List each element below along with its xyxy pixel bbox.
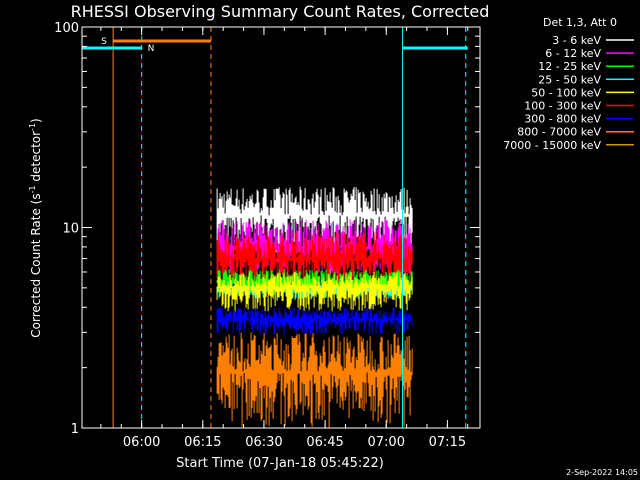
y-axis-label-main: Corrected Count Rate (s [29, 193, 43, 337]
x-tick-label: 06:00 [123, 435, 160, 450]
series-line [216, 232, 413, 288]
y-tick-label: 1 [71, 422, 79, 437]
legend-label: 3 - 6 keV [552, 34, 601, 47]
legend-label: 25 - 50 keV [538, 73, 601, 86]
y-tick-label: 100 [54, 21, 79, 36]
y-axis-label: Corrected Count Rate (s-1 detector-1) [28, 118, 43, 337]
legend-label: 300 - 800 keV [524, 113, 601, 126]
night-flag-label: N [148, 44, 155, 54]
legend-label: 100 - 300 keV [524, 100, 601, 113]
series-800-7000-kev [216, 332, 413, 428]
series-300-800-kev [216, 307, 413, 336]
y-tick-label: 10 [62, 222, 79, 237]
legend-label: 12 - 25 keV [538, 60, 601, 73]
legend-title: Det 1,3, Att 0 [543, 16, 617, 29]
x-tick-label: 06:15 [184, 435, 221, 450]
series-line [216, 307, 413, 336]
series-line [216, 332, 413, 428]
y-axis-label-end: ) [29, 118, 43, 123]
saa-flag-label: S [101, 37, 107, 47]
flag-region: SN [82, 27, 468, 428]
legend-label: 50 - 100 keV [531, 86, 601, 99]
x-axis-label: Start Time (07-Jan-18 05:45:22) [176, 456, 384, 471]
x-tick-label: 07:00 [368, 435, 405, 450]
chart-title: RHESSI Observing Summary Count Rates, Co… [71, 2, 490, 21]
series-line [216, 272, 413, 312]
legend-label: 800 - 7000 keV [517, 126, 601, 139]
y-axis-label-sup1: -1 [28, 185, 37, 193]
timestamp: 2-Sep-2022 14:05 [566, 468, 638, 477]
x-tick-label: 06:30 [245, 435, 282, 450]
x-tick-label: 07:15 [429, 435, 466, 450]
y-axis-label-sup2: -1 [28, 123, 37, 131]
series-50-100-kev [216, 272, 413, 312]
data-region [216, 186, 413, 428]
series-100-300-kev [216, 232, 413, 288]
legend-label: 7000 - 15000 keV [503, 139, 601, 152]
legend-label: 6 - 12 keV [545, 47, 601, 60]
axes: 1 10 100 06:00 06:15 06:30 06:45 07:00 07:15 [54, 21, 481, 450]
y-axis-label-mid: detector [29, 131, 43, 186]
x-tick-label: 06:45 [306, 435, 343, 450]
